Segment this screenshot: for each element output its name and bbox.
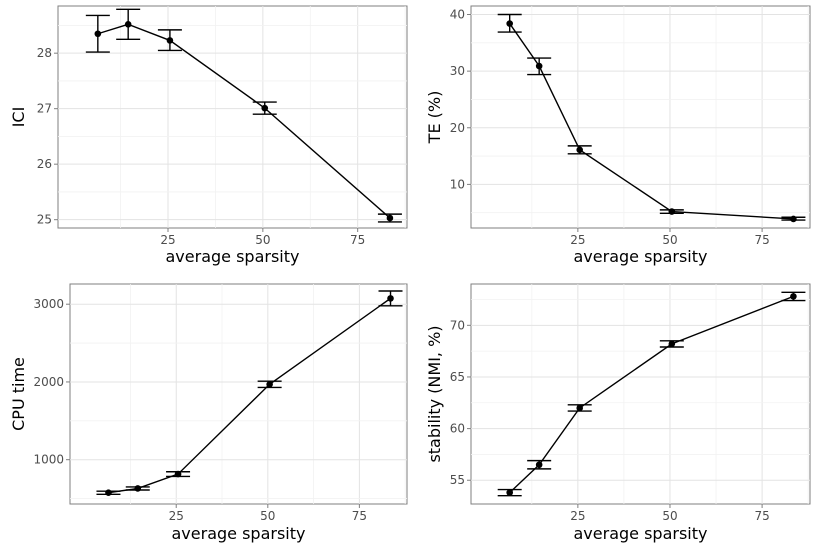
x-tick-label: 75	[754, 233, 769, 247]
data-point	[261, 104, 269, 112]
plot-area	[57, 5, 408, 229]
x-tick-labels: 25 50 75	[169, 504, 367, 523]
grid	[471, 6, 810, 228]
y-tick-labels: 10 20 30 40	[450, 7, 471, 191]
data-point	[124, 21, 132, 28]
x-tick-labels: 25 50 75	[160, 228, 365, 247]
plot-area	[470, 283, 811, 505]
y-axis-title: stability (NMI, %)	[425, 325, 444, 462]
x-tick-label: 50	[255, 233, 270, 247]
data-point	[535, 62, 543, 70]
y-axis-title: CPU time	[9, 357, 28, 431]
plot-area	[69, 283, 408, 505]
x-tick-label: 50	[662, 509, 677, 523]
x-tick-label: 25	[570, 233, 585, 247]
panel-te: 25 50 75 10 20 30 40 average sparsity TE (%)	[425, 5, 811, 266]
x-tick-labels: 25 50 75	[570, 504, 770, 523]
panel-ici: 25 50 75 25 26 27 28 average sparsity ICI	[9, 5, 408, 266]
y-tick-label: 70	[450, 318, 465, 332]
data-point	[166, 37, 174, 44]
data-point	[386, 214, 394, 222]
data-point	[790, 293, 797, 300]
x-tick-label: 75	[350, 233, 365, 247]
series	[497, 291, 806, 497]
y-tick-label: 3000	[33, 297, 64, 311]
data-point	[668, 208, 676, 215]
y-tick-label: 20	[450, 121, 465, 135]
data-point	[387, 295, 394, 302]
data-point	[535, 461, 543, 469]
data-point	[174, 470, 182, 478]
data-point	[506, 489, 513, 496]
y-tick-label: 10	[450, 177, 465, 191]
y-tick-label: 40	[450, 7, 465, 21]
y-axis-title: TE (%)	[425, 91, 444, 145]
x-axis-title: average sparsity	[574, 524, 708, 543]
data-point	[134, 485, 142, 492]
y-tick-label: 60	[450, 422, 465, 436]
y-tick-label: 1000	[33, 453, 64, 467]
y-tick-labels: 55 60 65 70	[450, 318, 471, 487]
x-tick-label: 75	[352, 509, 367, 523]
grid	[70, 284, 407, 504]
x-axis-title: average sparsity	[166, 247, 300, 266]
grid	[471, 284, 810, 504]
y-tick-label: 25	[37, 213, 52, 227]
x-tick-label: 25	[570, 509, 585, 523]
x-tick-label: 25	[169, 509, 184, 523]
y-tick-label: 55	[450, 473, 465, 487]
y-axis-title: ICI	[9, 107, 28, 128]
panel-stability: 25 50 75 55 60 65 70 average sparsity stabili…	[425, 283, 811, 543]
y-tick-label: 27	[37, 102, 52, 116]
panel-cpu-time: 25 50 75 1000 2000 3000 average sparsity CPU…	[9, 283, 408, 543]
y-tick-label: 2000	[33, 375, 64, 389]
data-point	[790, 215, 797, 223]
x-axis-title: average sparsity	[574, 247, 708, 266]
series	[85, 8, 402, 223]
y-tick-label: 28	[37, 46, 52, 60]
data-point	[506, 20, 513, 27]
x-tick-label: 50	[260, 509, 275, 523]
y-tick-labels: 1000 2000 3000	[33, 297, 70, 467]
data-point	[266, 380, 273, 388]
data-point	[576, 404, 584, 412]
y-tick-labels: 25 26 27 28	[37, 46, 58, 227]
data-point	[94, 30, 102, 38]
grid	[58, 6, 407, 228]
series	[497, 13, 806, 223]
plot-area	[470, 5, 811, 229]
series	[96, 290, 403, 497]
x-tick-labels: 25 50 75	[570, 228, 770, 247]
x-tick-label: 50	[662, 233, 677, 247]
data-point	[105, 489, 112, 497]
y-tick-label: 26	[37, 157, 52, 171]
data-point	[668, 340, 676, 348]
y-tick-label: 30	[450, 64, 465, 78]
data-point	[576, 146, 584, 154]
x-tick-label: 25	[160, 233, 175, 247]
x-tick-label: 75	[754, 509, 769, 523]
y-tick-label: 65	[450, 370, 465, 384]
x-axis-title: average sparsity	[172, 524, 306, 543]
